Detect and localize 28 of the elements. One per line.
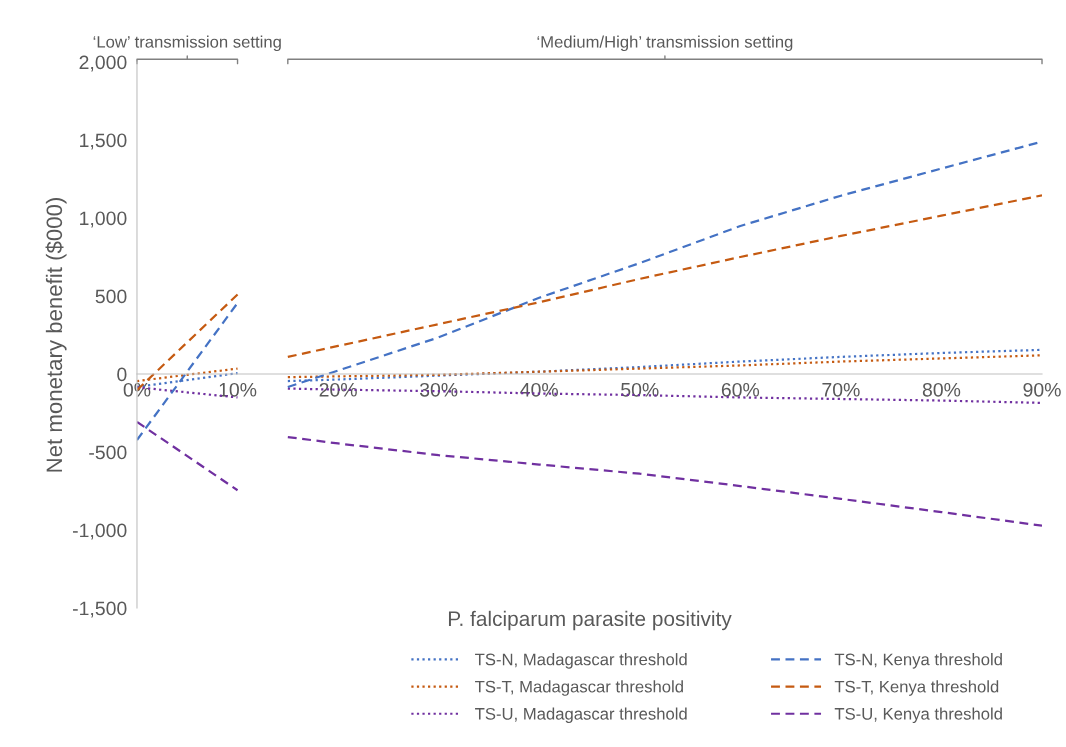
y-tick-label: -1,000: [72, 523, 127, 540]
legend-label: TS-T, Kenya threshold: [834, 680, 999, 696]
y-axis-title: Net monetary benefit ($000): [45, 198, 67, 472]
y-tick-label: 500: [95, 289, 127, 304]
x-tick-label: 70%: [822, 382, 860, 397]
x-tick-label: 20%: [319, 382, 357, 397]
legend-label: TS-N, Kenya threshold: [834, 653, 1002, 669]
text: ‘Low’ transmission setting: [93, 35, 281, 52]
x-tick-label: 0%: [123, 382, 151, 397]
y-tick-label: 2,000: [79, 55, 127, 72]
text: ‘Medium/High’ transmission setting: [537, 35, 793, 52]
x-tick-label: 10%: [219, 382, 257, 397]
y-tick-label: 0: [117, 367, 127, 382]
x-tick-label: 50%: [621, 382, 659, 397]
x-tick-label: 40%: [520, 382, 558, 397]
legend-label: TS-N, Madagascar threshold: [475, 653, 687, 669]
legend-label: TS-T, Madagascar threshold: [475, 680, 683, 696]
y-tick-label: -500: [89, 445, 127, 460]
x-tick-label: 90%: [1023, 382, 1061, 397]
y-tick-label: 1,500: [80, 133, 127, 150]
legend-label: TS-U, Kenya threshold: [834, 707, 1002, 724]
y-tick-label: -1,500: [72, 601, 127, 618]
x-tick-label: 30%: [419, 382, 458, 397]
legend-label: TS-U, Madagascar threshold: [475, 707, 687, 724]
x-axis-title: P. falciparum parasite positivity: [448, 610, 732, 631]
y-tick-label: 1,000: [80, 211, 127, 228]
x-tick-label: 60%: [721, 382, 760, 397]
x-tick-label: 80%: [922, 382, 961, 397]
